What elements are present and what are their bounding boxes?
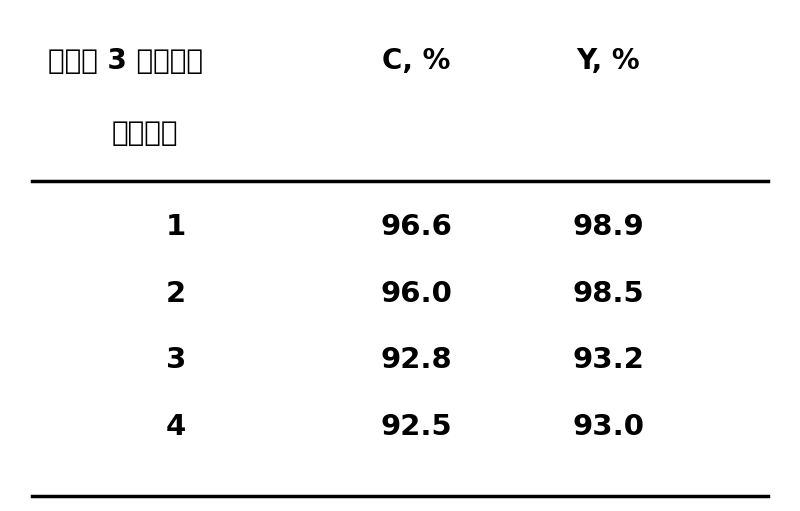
Text: 4: 4 — [166, 413, 186, 440]
Text: 93.2: 93.2 — [572, 346, 644, 374]
Text: 实施例 3 催化剂的: 实施例 3 催化剂的 — [48, 48, 203, 75]
Text: Y, %: Y, % — [576, 48, 640, 75]
Text: 3: 3 — [166, 346, 186, 374]
Text: 96.6: 96.6 — [380, 214, 452, 241]
Text: 使用次数: 使用次数 — [112, 119, 178, 147]
Text: 2: 2 — [166, 280, 186, 308]
Text: 1: 1 — [166, 214, 186, 241]
Text: 93.0: 93.0 — [572, 413, 644, 440]
Text: 98.5: 98.5 — [572, 280, 644, 308]
Text: 98.9: 98.9 — [572, 214, 644, 241]
Text: C, %: C, % — [382, 48, 450, 75]
Text: 96.0: 96.0 — [380, 280, 452, 308]
Text: 92.8: 92.8 — [380, 346, 452, 374]
Text: 92.5: 92.5 — [380, 413, 452, 440]
